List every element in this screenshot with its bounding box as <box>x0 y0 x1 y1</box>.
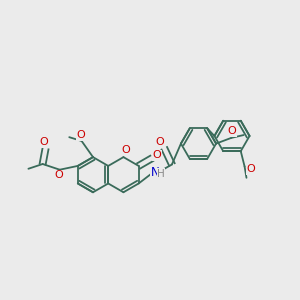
Text: O: O <box>228 126 237 136</box>
Text: O: O <box>152 151 161 160</box>
Text: O: O <box>121 146 130 155</box>
Text: O: O <box>39 137 48 147</box>
Text: H: H <box>157 169 165 178</box>
Text: O: O <box>247 164 256 174</box>
Text: N: N <box>151 166 160 178</box>
Text: O: O <box>76 130 85 140</box>
Text: O: O <box>155 137 164 147</box>
Text: O: O <box>54 170 63 180</box>
